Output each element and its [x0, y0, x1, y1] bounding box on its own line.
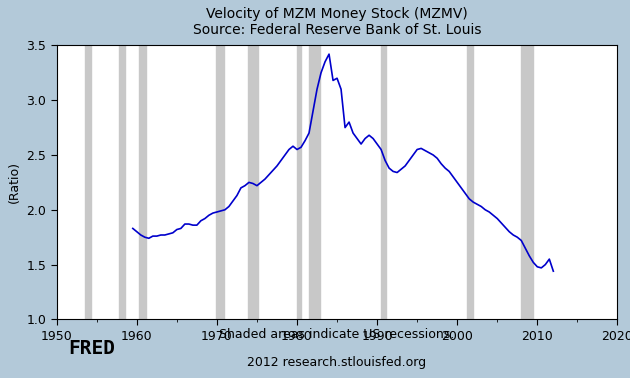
- Bar: [216, 45, 224, 319]
- Bar: [381, 45, 386, 319]
- Bar: [520, 45, 533, 319]
- Bar: [139, 45, 146, 319]
- Bar: [84, 45, 91, 319]
- Bar: [119, 45, 125, 319]
- Bar: [297, 45, 301, 319]
- Bar: [248, 45, 258, 319]
- Bar: [309, 45, 321, 319]
- Text: FRED: FRED: [68, 339, 115, 358]
- Bar: [467, 45, 472, 319]
- Text: 2012 research.stlouisfed.org: 2012 research.stlouisfed.org: [248, 356, 427, 369]
- Text: Shaded areas indicate US recessions.: Shaded areas indicate US recessions.: [219, 328, 455, 341]
- Y-axis label: (Ratio): (Ratio): [8, 161, 21, 203]
- Title: Velocity of MZM Money Stock (MZMV)
Source: Federal Reserve Bank of St. Louis: Velocity of MZM Money Stock (MZMV) Sourc…: [193, 7, 481, 37]
